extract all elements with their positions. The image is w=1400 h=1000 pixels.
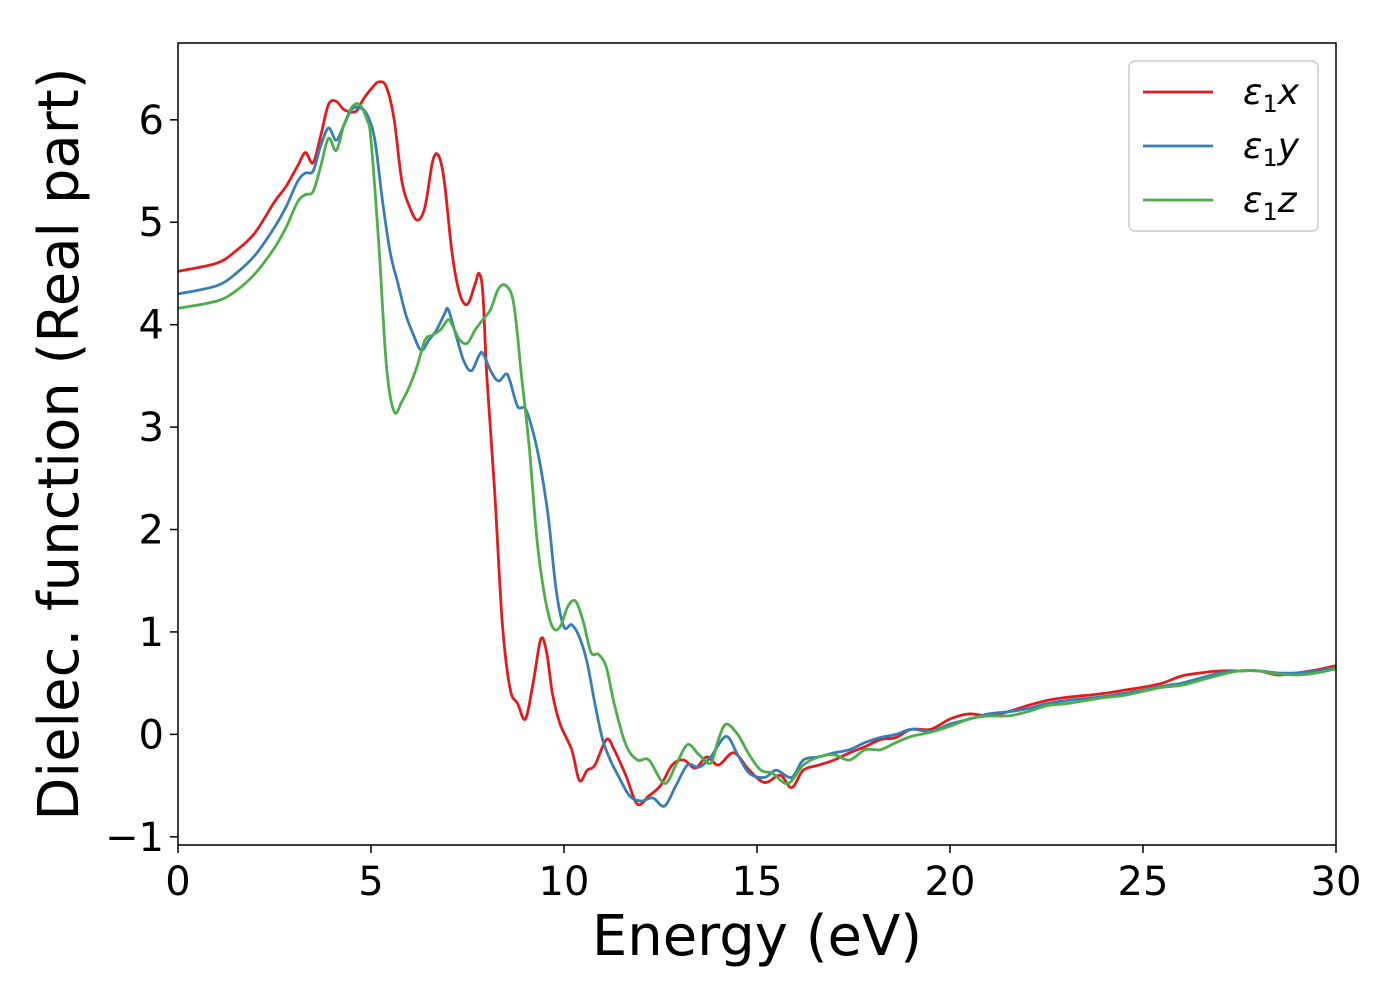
legend-label-base: ε (1243, 126, 1262, 167)
series-line-x (178, 80, 1336, 807)
legend-label-subscript: 1 (1262, 198, 1277, 226)
x-tick-label: 20 (925, 859, 976, 905)
legend-label-tail: y (1277, 126, 1300, 167)
x-tick-label: 5 (358, 859, 383, 905)
y-tick-label: −1 (105, 815, 164, 861)
x-tick-label: 10 (539, 859, 590, 905)
y-tick-label: 5 (139, 200, 164, 246)
x-tick-label: 0 (165, 859, 190, 905)
legend-label-z: ε1z (1243, 180, 1298, 226)
x-axis-label: Energy (eV) (592, 904, 922, 969)
x-tick-label: 25 (1118, 859, 1169, 905)
x-axis: 0 5 10 15 20 25 30 (165, 845, 1361, 905)
series-layer (178, 80, 1336, 808)
legend-label-subscript: 1 (1262, 90, 1277, 118)
legend-label-tail: z (1277, 180, 1298, 221)
x-tick-label: 30 (1311, 859, 1362, 905)
y-axis-label: Dielec. function (Real part) (27, 67, 92, 820)
x-tick-label: 15 (732, 859, 783, 905)
y-axis: −1 0 1 2 3 4 5 6 (105, 98, 178, 861)
y-tick-label: 1 (139, 610, 164, 656)
legend-label-tail: x (1277, 72, 1300, 113)
legend-label-base: ε (1243, 180, 1262, 221)
legend-frame (1128, 60, 1319, 232)
legend-label-y: ε1y (1243, 126, 1300, 172)
y-tick-label: 3 (139, 405, 164, 451)
series-line-z (178, 102, 1336, 785)
series-line-y (178, 105, 1336, 808)
legend-label-subscript: 1 (1262, 144, 1277, 172)
legend-label-x: ε1x (1243, 72, 1300, 118)
legend-label-base: ε (1243, 72, 1262, 113)
y-tick-label: 4 (139, 303, 164, 349)
y-tick-label: 0 (139, 712, 164, 758)
y-tick-label: 6 (139, 98, 164, 144)
y-tick-label: 2 (139, 508, 164, 554)
